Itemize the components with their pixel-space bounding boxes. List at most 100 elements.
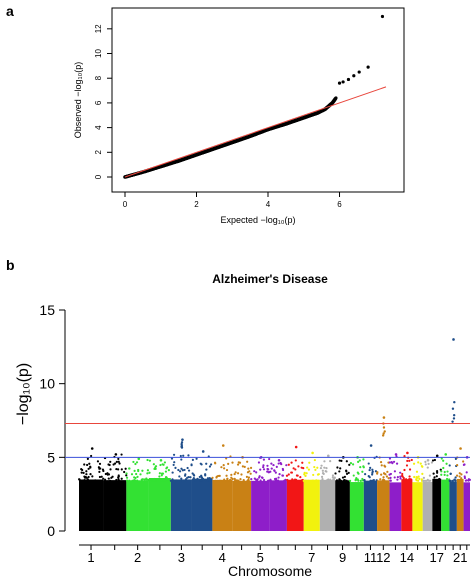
manhattan-chromosome-band — [422, 481, 433, 531]
manhattan-x-tick-label: 4 — [219, 550, 226, 565]
manhattan-point — [331, 476, 334, 479]
manhattan-point — [239, 478, 242, 481]
manhattan-point — [369, 479, 372, 482]
manhattan-point — [262, 465, 265, 469]
manhattan-point — [285, 464, 288, 467]
manhattan-point — [133, 479, 136, 482]
manhattan-point — [137, 469, 140, 473]
manhattan-point — [237, 461, 240, 464]
manhattan-point — [285, 474, 289, 477]
manhattan-point — [465, 479, 468, 482]
manhattan-point — [440, 473, 443, 476]
manhattan-point — [449, 479, 452, 482]
manhattan-point — [331, 474, 335, 477]
manhattan-point — [225, 479, 229, 482]
manhattan-chromosome-band — [335, 480, 350, 531]
manhattan-point — [141, 469, 144, 472]
manhattan-point — [300, 479, 303, 482]
manhattan-point — [391, 461, 394, 465]
manhattan-point — [399, 477, 402, 480]
manhattan-point — [460, 477, 463, 480]
manhattan-point — [109, 460, 112, 463]
manhattan-point — [286, 478, 289, 482]
manhattan-point — [204, 473, 207, 476]
manhattan-point — [215, 476, 218, 479]
manhattan-point — [319, 467, 323, 470]
manhattan-point — [388, 473, 391, 476]
manhattan-point — [245, 475, 249, 478]
manhattan-point — [368, 468, 371, 472]
manhattan-peak-point — [369, 444, 373, 447]
manhattan-x-tick-label: 2 — [134, 550, 141, 565]
manhattan-point — [247, 467, 250, 470]
manhattan-point — [281, 467, 284, 471]
manhattan-point — [107, 473, 111, 476]
manhattan-point — [125, 479, 129, 482]
manhattan-peak-point — [382, 416, 386, 419]
manhattan-point — [211, 476, 214, 479]
manhattan-point — [225, 468, 229, 472]
manhattan-point — [106, 472, 109, 475]
manhattan-point — [208, 476, 211, 480]
manhattan-point — [115, 467, 118, 471]
manhattan-point — [382, 476, 385, 479]
qq-x-tick-label: 2 — [194, 200, 199, 209]
manhattan-point — [455, 474, 459, 477]
manhattan-point — [117, 479, 121, 482]
manhattan-point — [320, 464, 323, 467]
qq-point — [366, 65, 370, 69]
manhattan-point — [195, 457, 198, 460]
qq-x-tick-label: 6 — [337, 200, 342, 209]
manhattan-point — [89, 465, 92, 468]
manhattan-point — [304, 474, 307, 477]
manhattan-point — [267, 479, 270, 482]
manhattan-point — [274, 478, 277, 482]
manhattan-point — [388, 457, 392, 460]
manhattan-point — [179, 470, 182, 473]
manhattan-point — [454, 479, 457, 482]
manhattan-x-tick-label: 17 — [430, 550, 444, 565]
manhattan-ylabel: −log₁₀(p) — [15, 363, 32, 425]
manhattan-point — [257, 461, 261, 464]
manhattan-point — [380, 473, 383, 476]
manhattan-point — [408, 459, 411, 462]
manhattan-point — [152, 479, 156, 482]
manhattan-point — [246, 460, 249, 463]
manhattan-point — [140, 478, 143, 481]
manhattan-point — [179, 454, 182, 458]
manhattan-point — [196, 477, 199, 480]
manhattan-x-tick-label: 21 — [453, 550, 467, 565]
manhattan-point — [368, 476, 371, 479]
qq-plot-frame — [111, 7, 405, 193]
manhattan-point — [164, 479, 167, 482]
manhattan-point — [98, 470, 101, 473]
manhattan-point — [359, 466, 362, 469]
manhattan-point — [134, 462, 137, 466]
manhattan-point — [421, 472, 424, 475]
qq-point — [357, 70, 361, 74]
qq-point — [346, 77, 351, 82]
manhattan-point — [233, 472, 236, 476]
manhattan-point — [259, 468, 262, 471]
manhattan-point — [249, 472, 252, 475]
manhattan-point — [294, 459, 297, 462]
manhattan-point — [115, 460, 118, 463]
manhattan-point — [182, 454, 185, 457]
manhattan-point — [181, 469, 184, 472]
manhattan-peak-point — [383, 430, 386, 433]
manhattan-point — [236, 479, 239, 482]
manhattan-point — [292, 467, 295, 470]
manhattan-peak-point — [452, 338, 455, 341]
manhattan-x-tick-label: 14 — [400, 550, 414, 565]
manhattan-point — [467, 479, 470, 482]
manhattan-point — [172, 453, 176, 456]
manhattan-point — [458, 472, 461, 475]
manhattan-point — [399, 475, 402, 478]
manhattan-point — [431, 459, 435, 462]
manhattan-point — [160, 479, 163, 482]
manhattan-y-tick-label: 10 — [39, 376, 55, 392]
manhattan-point — [98, 479, 101, 482]
manhattan-point — [145, 478, 148, 481]
manhattan-point — [183, 479, 187, 482]
